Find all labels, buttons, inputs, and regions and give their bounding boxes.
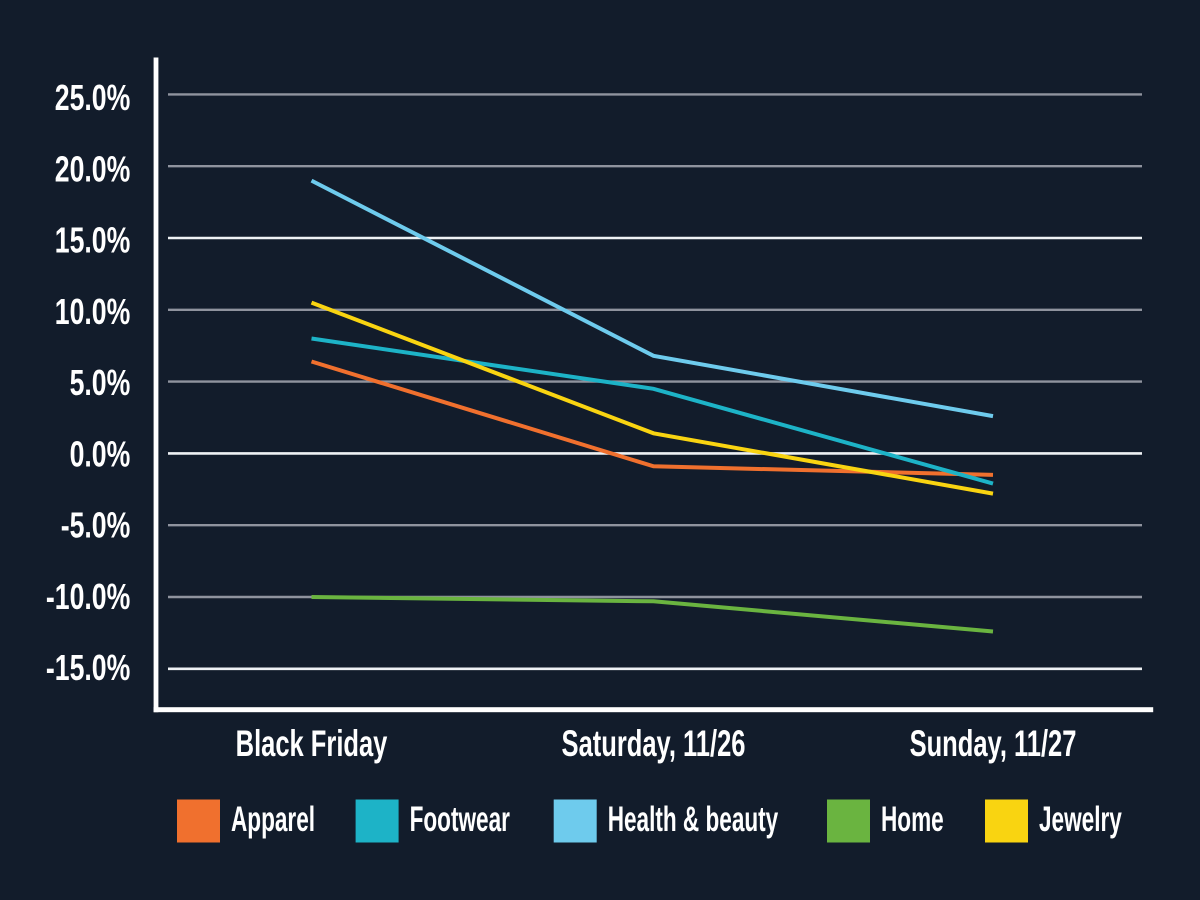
y-tick-label--10.0%: -10.0%	[46, 576, 130, 617]
y-tick-label--15.0%: -15.0%	[46, 647, 130, 688]
legend-swatch-apparel	[177, 799, 220, 843]
y-tick-label-10.0%: 10.0%	[55, 291, 131, 332]
x-axis-labels: Black Friday Saturday, 11/26 Sunday, 11/27	[236, 722, 1077, 764]
series-lines	[310, 178, 994, 634]
x-category-label-saturday-11-26: Saturday, 11/26	[562, 722, 746, 764]
y-tick-label-25.0%: 25.0%	[55, 77, 131, 118]
series-line-jewelry	[310, 300, 994, 496]
legend-swatch-home	[827, 799, 870, 843]
y-tick-label-15.0%: 15.0%	[55, 220, 131, 261]
legend-label-home: Home	[881, 800, 944, 839]
series-line-home	[311, 595, 994, 634]
y-axis-line	[153, 57, 159, 713]
legend-item-health-beauty: Health & beauty	[553, 799, 779, 843]
y-tick-label--5.0%: -5.0%	[61, 505, 131, 546]
x-category-label-black-friday: Black Friday	[236, 722, 388, 764]
y-axis-labels: 25.0% 20.0% 15.0% 10.0% 5.0% 0.0% -5.0% -10.0% -…	[46, 77, 130, 688]
legend-label-footwear: Footwear	[410, 800, 511, 839]
legend-label-jewelry: Jewelry	[1039, 800, 1122, 839]
legend-swatch-health-beauty	[553, 799, 597, 843]
y-tick-label-0.0%: 0.0%	[70, 433, 131, 474]
legend-label-apparel: Apparel	[231, 800, 315, 839]
series-line-footwear	[311, 336, 994, 486]
legend-label-health-beauty: Health & beauty	[608, 800, 779, 839]
axes	[153, 57, 1154, 713]
y-tick-label-5.0%: 5.0%	[70, 362, 131, 403]
x-axis-line	[153, 707, 1154, 713]
x-category-label-sunday-11-27: Sunday, 11/27	[910, 722, 1077, 764]
legend-swatch-jewelry	[985, 799, 1028, 843]
series-line-apparel	[310, 359, 994, 477]
legend-item-jewelry: Jewelry	[985, 799, 1122, 843]
series-line-health-beauty	[310, 178, 994, 419]
legend-item-footwear: Footwear	[355, 799, 511, 843]
legend-item-apparel: Apparel	[177, 799, 315, 843]
y-tick-label-20.0%: 20.0%	[55, 148, 131, 189]
legend: Apparel Footwear Health & beauty Home Jewelr…	[177, 799, 1122, 843]
legend-item-home: Home	[827, 799, 944, 843]
legend-swatch-footwear	[355, 799, 399, 843]
